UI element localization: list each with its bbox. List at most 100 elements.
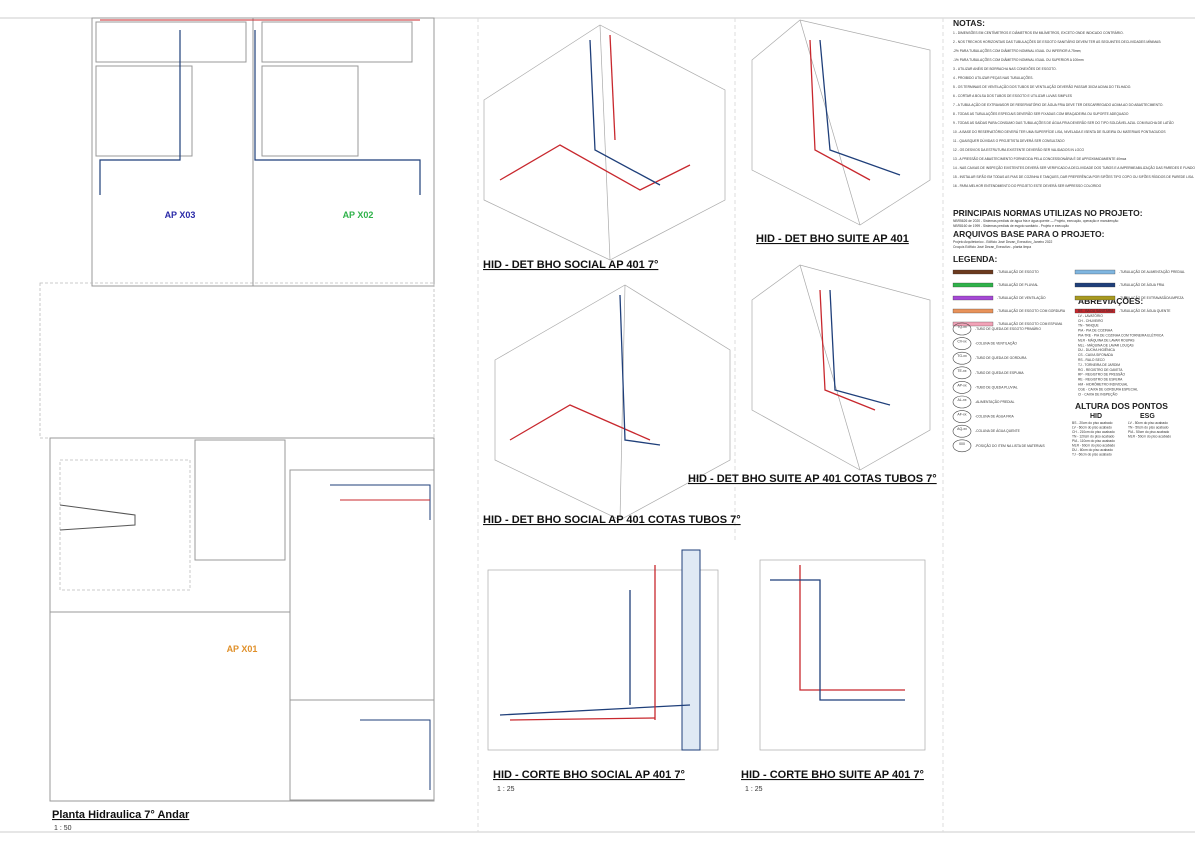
symbol-label: -TUBO DE QUEDA DE ESGOTO PRIMÁRIO [975,327,1041,331]
height-hid: PIA - 110cm do piso acabado [1072,439,1115,443]
abbr-line: HM - HIDRÔMETRO INDIVIDUAL [1078,382,1128,387]
room-label: AP X02 [343,210,374,220]
abbr-line: TN - TANQUE [1078,324,1100,328]
legend-swatch [952,282,994,288]
height-hid: BS - 20cm do piso acabado [1072,421,1113,425]
note-line: 12 - OS DESVIOS DA ESTRUTURA EXISTENTE D… [953,147,1085,152]
iso-social [483,24,726,261]
view-title: HID - CORTE BHO SUITE AP 401 7° [741,769,924,781]
legend-label: -TUBULAÇÃO DE ÁGUA QUENTE [1119,308,1171,313]
abbr-line: RE - REGISTRO DE ESFERA [1078,378,1123,382]
symbol-label: -POSIÇÃO DO ITEM NA LISTA DE MATERIAIS [975,443,1045,448]
note-line: 10 - A BASE DO RESERVATÓRIO DEVERÁ TER U… [953,129,1166,134]
abbr-line: CGE - CAIXA DE GORDURA ESPECIAL [1078,387,1138,391]
height-hid: CH - 210cm do piso acabado [1072,430,1115,434]
height-esg: LV - 50cm do piso acabado [1128,421,1168,425]
plan-scale: 1 : 50 [54,825,72,832]
abbr-line: BS - BACIA SANITÁRIA [1078,309,1114,313]
height-esg: PIA - 50cm do piso acabado [1128,430,1169,434]
abbr-heading: ABREVIAÇÕES: [1078,296,1143,306]
abbr-line: RP - REGISTRO DE PRESSÃO [1078,372,1125,377]
note-line: -2% PARA TUBULAÇÕES COM DIÂMETRO NOMINAL… [953,48,1081,53]
legend-symbol [952,381,972,394]
view-title: HID - DET BHO SOCIAL AP 401 7° [483,259,658,271]
room-label: AP X03 [165,210,196,220]
symbol-label: -TUBO DE QUEDA PLUVIAL [975,385,1018,389]
legend-symbol [952,424,972,438]
view-title: HID - DET BHO SUITE AP 401 [756,233,909,245]
symbol-code: TQ-xx [957,325,967,329]
symbol-label: -COLUNA DE ÁGUA FRIA [975,415,1014,419]
section-social [487,549,719,751]
base-heading: ARQUIVOS BASE PARA O PROJETO: [953,229,1105,239]
view-scale: 1 : 25 [497,786,515,793]
abbr-line: PIA - PIA DE COZINHA [1078,329,1113,333]
symbol-code: AL-xx [958,398,967,402]
legend-label: -TUBULAÇÃO DE ESGOTO COM ESPUMA [997,321,1063,326]
note-line: 8 - TODAS AS TUBULAÇÕES ESPECIAIS DEVERÃ… [953,111,1129,116]
legend-symbol [952,395,972,409]
note-line: 16 - PARA MELHOR ENTENDIMENTO DO PROJETO… [953,184,1102,188]
legend-symbol [952,351,972,365]
note-line: 15 - INSTALAR SIFÃO EM TODAS AS PIAS DE … [953,174,1194,179]
symbol-label: -TUBO DE QUEDA DE GORDURA [975,356,1027,360]
legend-label: -TUBULAÇÃO DE ESGOTO COM GORDURA [997,308,1066,313]
legend-symbol [952,439,972,453]
height-hid: TJ - 60cm do piso acabado [1072,453,1112,457]
symbol-code: AF-xx [957,413,966,417]
legend-label: -TUBULAÇÃO DE PLUVIAL [997,282,1038,287]
note-line: -1% PARA TUBULAÇÕES COM DIÂMETRO NOMINAL… [953,57,1084,62]
note-line: 14 - NAS CAIXAS DE INSPEÇÃO EXISTENTES D… [953,165,1195,170]
legend-swatch [1074,282,1116,288]
height-hid: LV - 60cm do piso acabado [1072,426,1112,430]
legend-swatch [952,321,994,327]
abbr-line: CH - CHUVEIRO [1078,319,1104,323]
note-line: 4 - PROIBIDO UTILIZAR PEÇAS NAS TUBULAÇÕ… [953,75,1033,80]
view-title: HID - DET BHO SUITE AP 401 COTAS TUBOS 7… [688,473,937,485]
note-line: 6 - CORTAR A BOLSA DOS TUBOS DE ESGOTO E… [953,94,1073,98]
legend-symbol [952,366,972,380]
symbol-label: -COLUNA DE VENTILAÇÃO [975,341,1017,346]
legend-label: -TUBULAÇÃO DE ALIMENTAÇÃO PREDIAL [1119,269,1185,274]
symbol-code: AP-xx [957,383,967,387]
heights-heading: ALTURA DOS PONTOS [1075,401,1168,411]
legend-label: -TUBULAÇÃO DE EXTRAVASÃO/LIMPEZA [1119,295,1184,300]
legend-swatch [1074,295,1116,301]
symbol-code: TG-xx [957,354,967,358]
symbol-code: AQ-xx [957,427,967,431]
view-title: HID - DET BHO SOCIAL AP 401 COTAS TUBOS … [483,514,741,526]
abbr-line: RG - REGISTRO DE GAVETA [1078,368,1123,372]
abbr-line: RS - RALO SECO [1078,358,1105,362]
note-line: 9 - TODAS AS SAÍDAS PARA CONSUMO DAS TUB… [953,120,1174,125]
height-esg: MLR - 50cm do piso acabado [1128,435,1171,439]
height-hid: MLR - 60cm do piso acabado [1072,444,1115,448]
legend-label: -TUBULAÇÃO DE ESGOTO [997,269,1039,274]
symbol-code: TE-xx [957,369,966,373]
symbol-label: -TUBO DE QUEDA DE ESPUMA [975,371,1024,375]
abbr-line: LV - LAVATÓRIO [1078,313,1103,318]
note-line: 5 - OS TERMINAIS DE VENTILAÇÃO DOS TUBOS… [953,84,1131,89]
plan-title: Planta Hidraulica 7° Andar [52,809,190,821]
height-hid: TN - 120cm do piso acabado [1072,435,1114,439]
abbr-line: DU - DUCHA HIGIÊNICA [1078,347,1116,352]
note-line: 3 - UTILIZAR ANÉIS DE BORRACHA NAS CONEX… [953,66,1057,71]
legend-heading: LEGENDA: [953,254,998,264]
legend-swatch [1074,269,1116,275]
base-line: Projeto Arquitetonico - Edificio José De… [953,240,1052,244]
symbol-code: 000 [959,442,965,446]
legend-label: -TUBULAÇÃO DE ÁGUA FRIA [1119,282,1165,287]
notes-heading: NOTAS: [953,18,985,28]
norms-heading: PRINCIPAIS NORMAS UTILIZAS NO PROJETO: [953,208,1143,218]
symbol-label: -ALIMENTAÇÃO PREDIAL [975,399,1015,404]
symbol-code: CV-xx [957,340,967,344]
note-line: 7 - A TUBULAÇÃO DE EXTRAVASOR DE RESERVA… [953,102,1163,107]
height-hid: DU - 60cm do piso acabado [1072,448,1113,452]
legend-symbol [952,337,972,350]
floor-plan [39,17,435,802]
note-line: 11 - QUAISQUER DÚVIDAS O PROJETISTA DEVE… [953,139,1065,143]
note-line: 2 - NOS TRECHOS HORIZONTAIS DAS TUBULAÇÕ… [953,39,1161,44]
legend-swatch [952,308,994,314]
view-title: HID - CORTE BHO SOCIAL AP 401 7° [493,769,685,781]
